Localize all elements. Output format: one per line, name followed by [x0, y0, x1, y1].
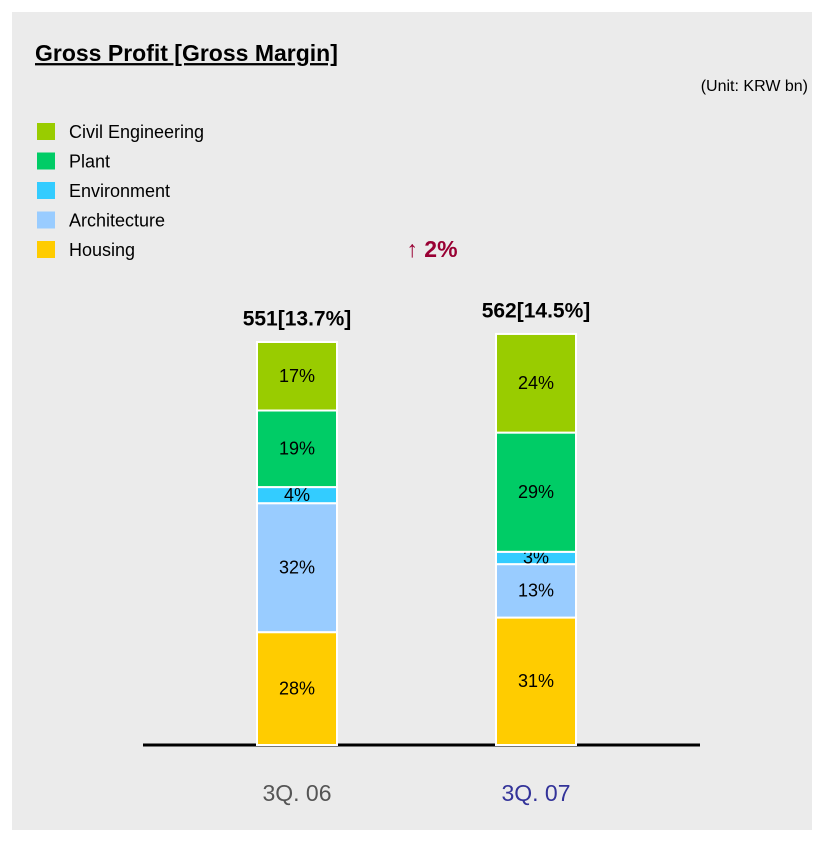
- legend-label: Plant: [69, 151, 110, 171]
- segment-label: 19%: [279, 439, 315, 459]
- bar-segment: [495, 616, 577, 746]
- segment-label: 13%: [518, 581, 554, 601]
- bar-segment: [256, 502, 338, 634]
- bar-segment: [495, 563, 577, 619]
- segment-label: 17%: [279, 366, 315, 386]
- legend-swatch: [37, 152, 55, 170]
- total-label: 551[13.7%]: [243, 308, 352, 331]
- legend-swatch: [37, 211, 55, 229]
- bar-segment: [495, 332, 577, 434]
- bar-segment: [256, 631, 338, 746]
- legend-swatch: [37, 241, 55, 258]
- legend-label: Civil Engineering: [69, 122, 204, 142]
- unit-note: (Unit: KRW bn): [701, 78, 808, 95]
- bar-segment: [495, 431, 577, 553]
- x-tick-label: 3Q. 06: [262, 780, 331, 806]
- total-label: 562[14.5%]: [482, 300, 591, 323]
- x-tick-label: 3Q. 07: [501, 780, 570, 806]
- bar-segment: [256, 341, 338, 412]
- segment-label: 31%: [518, 671, 554, 691]
- change-annotation: ↑ 2%: [406, 236, 457, 262]
- legend-label: Architecture: [69, 210, 165, 230]
- legend-label: Housing: [69, 240, 135, 260]
- legend-swatch: [37, 123, 55, 140]
- bar-segment: [256, 409, 338, 489]
- segment-label: 29%: [518, 482, 554, 502]
- segment-label: 4%: [284, 485, 310, 505]
- segment-label: 28%: [279, 678, 315, 698]
- segment-label: 24%: [518, 373, 554, 393]
- legend-swatch: [37, 182, 55, 199]
- segment-label: 32%: [279, 557, 315, 577]
- legend-label: Environment: [69, 181, 170, 201]
- panel: [12, 12, 812, 830]
- chart-title: Gross Profit [Gross Margin]: [35, 40, 338, 66]
